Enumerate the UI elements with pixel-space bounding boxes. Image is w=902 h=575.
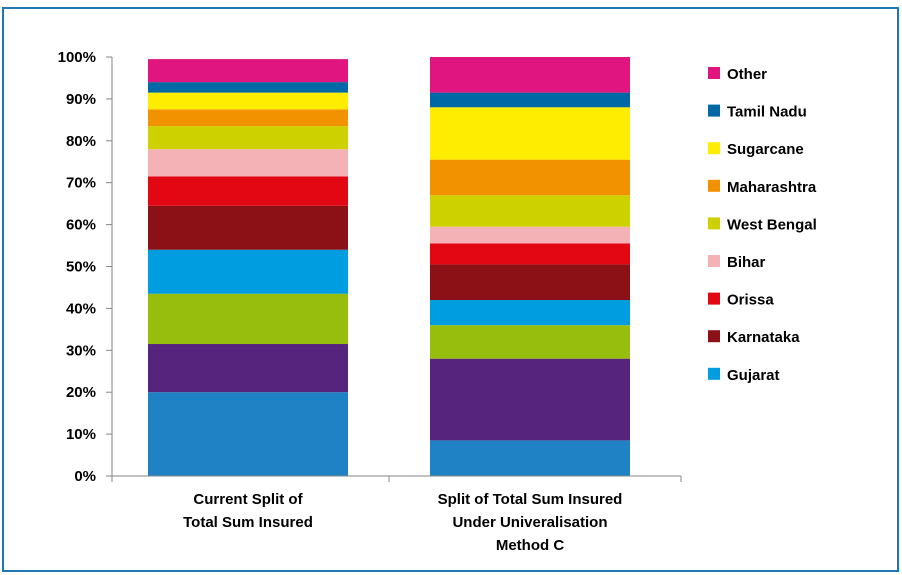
legend-label-sugarcane: Sugarcane	[727, 141, 804, 158]
bar-segment-bihar-cat-1	[148, 149, 348, 177]
legend-label-gujarat: Gujarat	[727, 367, 780, 384]
legend-label-west-bengal: West Bengal	[727, 216, 817, 233]
bar-segment-series-2-cat-1	[148, 344, 348, 393]
bar-segment-series-2-cat-2	[430, 358, 630, 441]
y-tick-label: 60%	[66, 217, 96, 234]
legend-label-bihar: Bihar	[727, 254, 766, 271]
legend-swatch-karnataka	[708, 330, 720, 343]
y-tick-label: 90%	[66, 91, 96, 108]
y-tick-label: 50%	[66, 259, 96, 276]
x-category-label: Total Sum Insured	[183, 514, 313, 531]
y-tick-label: 20%	[66, 384, 96, 401]
y-tick-label: 30%	[66, 342, 96, 359]
bar-segment-other-cat-2	[430, 57, 630, 93]
legend-swatch-maharashtra	[708, 179, 720, 192]
legend-swatch-west-bengal	[708, 217, 720, 230]
x-category-label: Under Univeralisation	[452, 514, 607, 531]
x-category-label: Split of Total Sum Insured	[438, 491, 623, 508]
bar-segment-series-3-cat-2	[430, 325, 630, 359]
legend-swatch-orissa	[708, 292, 720, 305]
bar-segment-orissa-cat-2	[430, 243, 630, 265]
legend-swatch-other	[708, 67, 720, 79]
bar-segment-gujarat-cat-2	[430, 300, 630, 326]
chart-frame	[2, 7, 899, 572]
bar-segment-bihar-cat-2	[430, 226, 630, 244]
legend-label-orissa: Orissa	[727, 292, 774, 309]
bar-segment-west-bengal-cat-2	[430, 195, 630, 227]
legend-swatch-tamil-nadu	[708, 104, 720, 117]
bar-segment-tamil-nadu-cat-1	[148, 82, 348, 93]
bar-segment-west-bengal-cat-1	[148, 126, 348, 150]
bar-segment-tamil-nadu-cat-2	[430, 92, 630, 108]
bar-segment-karnataka-cat-1	[148, 205, 348, 250]
y-tick-label: 70%	[66, 175, 96, 192]
bar-segment-maharashtra-cat-2	[430, 159, 630, 196]
legend-swatch-bihar	[708, 255, 720, 267]
bar-segment-series-1-cat-2	[430, 440, 630, 476]
y-tick-label: 10%	[66, 426, 96, 443]
legend-swatch-gujarat	[708, 367, 720, 380]
legend-label-tamil-nadu: Tamil Nadu	[727, 104, 807, 121]
legend-label-karnataka: Karnataka	[727, 329, 800, 346]
x-category-label: Current Split of	[193, 491, 303, 508]
y-tick-label: 100%	[58, 49, 96, 66]
bar-segment-series-3-cat-1	[148, 293, 348, 345]
y-tick-label: 80%	[66, 133, 96, 150]
bar-segment-sugarcane-cat-1	[148, 92, 348, 110]
bar-segment-gujarat-cat-1	[148, 249, 348, 294]
bar-segment-sugarcane-cat-2	[430, 107, 630, 160]
bar-segment-series-1-cat-1	[148, 392, 348, 476]
x-category-label: Method C	[496, 537, 564, 554]
bar-segment-karnataka-cat-2	[430, 264, 630, 301]
bar-segment-maharashtra-cat-1	[148, 109, 348, 127]
bar-segment-orissa-cat-1	[148, 176, 348, 206]
legend-swatch-sugarcane	[708, 142, 720, 155]
y-tick-label: 40%	[66, 300, 96, 317]
bar-segment-other-cat-1	[148, 59, 348, 83]
legend-label-maharashtra: Maharashtra	[727, 179, 817, 196]
legend-label-other: Other	[727, 66, 767, 83]
y-tick-label: 0%	[74, 468, 96, 485]
